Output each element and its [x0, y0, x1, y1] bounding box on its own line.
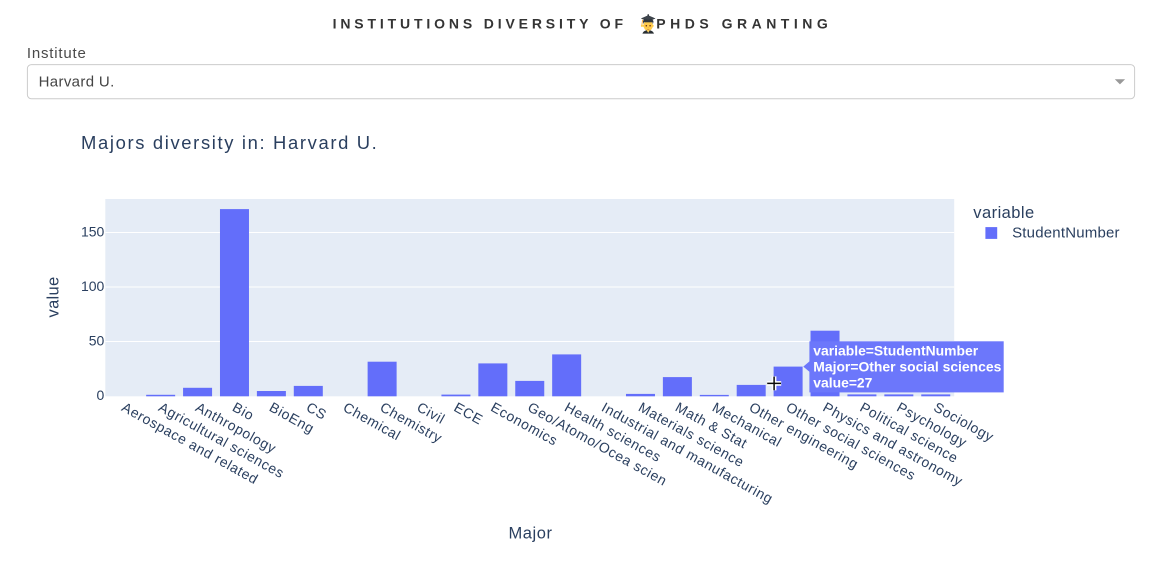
svg-text:0: 0 — [97, 387, 105, 403]
svg-text:Major: Major — [508, 525, 552, 543]
svg-text:variable: variable — [973, 204, 1034, 222]
svg-text:StudentNumber: StudentNumber — [1012, 224, 1120, 241]
svg-text:Majors diversity in: Harvard U: Majors diversity in: Harvard U. — [81, 132, 378, 153]
svg-text:Institute: Institute — [27, 45, 87, 62]
svg-text:variable=StudentNumber: variable=StudentNumber — [813, 343, 978, 359]
svg-text:PHDS GRANTING: PHDS GRANTING — [656, 15, 832, 31]
svg-text:100: 100 — [81, 278, 105, 294]
svg-text:INSTITUTIONS DIVERSITY OF: INSTITUTIONS DIVERSITY OF — [333, 15, 627, 31]
svg-text:Major=Other social sciences: Major=Other social sciences — [813, 359, 1001, 375]
svg-text:150: 150 — [81, 223, 105, 239]
svg-text:Harvard U.: Harvard U. — [39, 74, 115, 91]
svg-text:value=27: value=27 — [813, 375, 872, 391]
svg-text:50: 50 — [89, 332, 105, 348]
svg-text:ECE: ECE — [451, 399, 486, 428]
svg-text:value: value — [45, 277, 63, 318]
